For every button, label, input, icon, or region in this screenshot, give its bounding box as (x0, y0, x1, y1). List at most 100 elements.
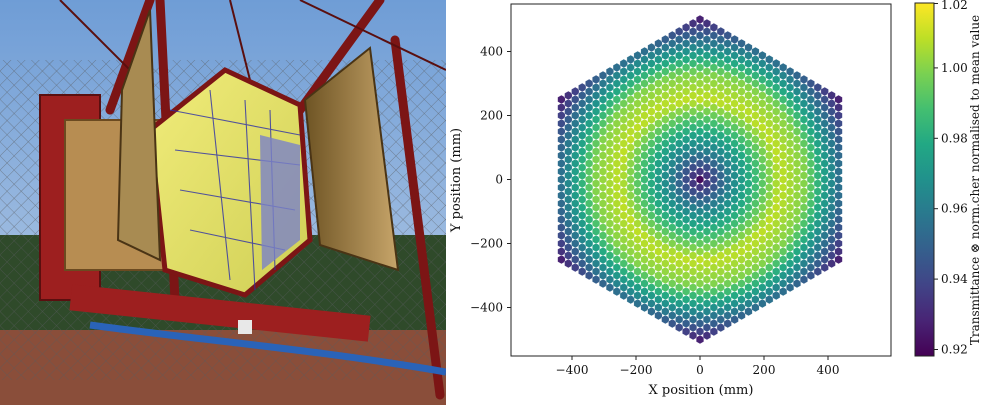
hex-pixel (668, 302, 677, 313)
hex-pixel (626, 230, 635, 241)
hex-pixel (626, 222, 635, 233)
hex-pixel (806, 150, 815, 161)
hex-pixel (730, 234, 739, 245)
hex-pixel (695, 46, 705, 57)
hex-pixel (716, 266, 725, 277)
hex-pixel (716, 210, 725, 221)
hex-pixel (751, 238, 760, 249)
hex-pixel (716, 66, 725, 77)
hex-pixel (647, 58, 656, 69)
hex-pixel (668, 150, 677, 161)
hex-pixel (737, 294, 746, 305)
hex-pixel (598, 158, 608, 169)
hex-pixel (792, 158, 802, 169)
hex-pixel (827, 202, 836, 213)
hex-pixel (695, 126, 705, 137)
hex-pixel (744, 138, 753, 149)
hex-pixel (578, 138, 587, 149)
hex-pixel (640, 238, 649, 249)
hex-pixel (702, 138, 711, 149)
hex-pixel (730, 170, 739, 181)
hex-pixel (612, 182, 621, 193)
hex-pixel (695, 222, 705, 233)
hex-pixel (820, 214, 829, 225)
hex-pixel (668, 54, 677, 65)
hex-pixel (626, 142, 635, 153)
hex-pixel (654, 246, 663, 257)
hex-pixel (585, 222, 594, 233)
hex-pixel (820, 198, 829, 209)
hex-pixel (730, 162, 739, 173)
hex-pixel (605, 258, 614, 269)
hex-pixel (661, 34, 670, 45)
hex-pixel (682, 134, 691, 145)
hex-pixel (799, 202, 808, 213)
hex-pixel (772, 66, 781, 77)
hex-pixel (786, 218, 795, 229)
hex-pixel (668, 286, 677, 297)
hex-pixel (571, 198, 580, 209)
hex-pixel (730, 42, 739, 53)
hex-pixel (813, 210, 822, 221)
hex-pixel (765, 86, 774, 97)
hex-pixel (654, 238, 663, 249)
hex-pixel (806, 230, 815, 241)
hex-pixel (578, 114, 587, 125)
hex-pixel (564, 106, 573, 117)
hex-pixel (571, 174, 580, 185)
hex-pixel (786, 178, 795, 189)
hex-pixel (702, 282, 711, 293)
hex-pixel (633, 66, 642, 77)
hex-pixel (730, 122, 739, 133)
hex-pixel (619, 98, 628, 109)
hex-pixel (709, 38, 718, 49)
hex-pixel (834, 166, 843, 177)
hex-pixel (709, 158, 718, 169)
hex-pixel (702, 162, 711, 173)
hex-pixel (765, 70, 774, 81)
hex-pixel (633, 258, 642, 269)
hex-pixel (820, 182, 829, 193)
hex-pixel (834, 126, 843, 137)
hex-pixel (668, 134, 677, 145)
hex-pixel (827, 106, 836, 117)
hex-pixel (605, 234, 614, 245)
hex-pixel (737, 206, 746, 217)
hex-pixel (633, 282, 642, 293)
hex-pixel (702, 202, 711, 213)
hex-pixel (578, 210, 587, 221)
hex-pixel (661, 146, 670, 157)
hex-pixel (654, 230, 663, 241)
hex-pixel (709, 238, 718, 249)
hex-pixel (779, 102, 788, 113)
hex-pixel (772, 82, 781, 93)
hex-pixel (751, 110, 760, 121)
hex-pixel (689, 298, 698, 309)
x-axis-label: X position (mm) (649, 383, 754, 398)
hex-pixel (723, 318, 732, 329)
hex-pixel (598, 182, 608, 193)
hex-pixel (813, 98, 822, 109)
hex-pixel (598, 270, 608, 281)
hex-pixel (716, 234, 725, 245)
hex-pixel (612, 270, 621, 281)
hex-pixel (716, 154, 725, 165)
hex-pixel (564, 98, 573, 109)
hex-pixel (640, 78, 649, 89)
hex-pixel (585, 142, 594, 153)
hex-pixel (647, 178, 656, 189)
hex-pixel (772, 194, 781, 205)
hex-pixel (730, 66, 739, 77)
hex-pixel (647, 82, 656, 93)
hex-pixel (695, 14, 705, 25)
hex-pixel (758, 98, 767, 109)
hex-pixel (633, 146, 642, 157)
hex-pixel (737, 142, 746, 153)
hex-pixel (654, 94, 663, 105)
hex-pixel (661, 218, 670, 229)
hex-pixel (806, 246, 815, 257)
hex-pixel (682, 270, 691, 281)
hex-pixel (744, 122, 753, 133)
hex-pixel (765, 94, 774, 105)
hex-pixel (813, 154, 822, 165)
